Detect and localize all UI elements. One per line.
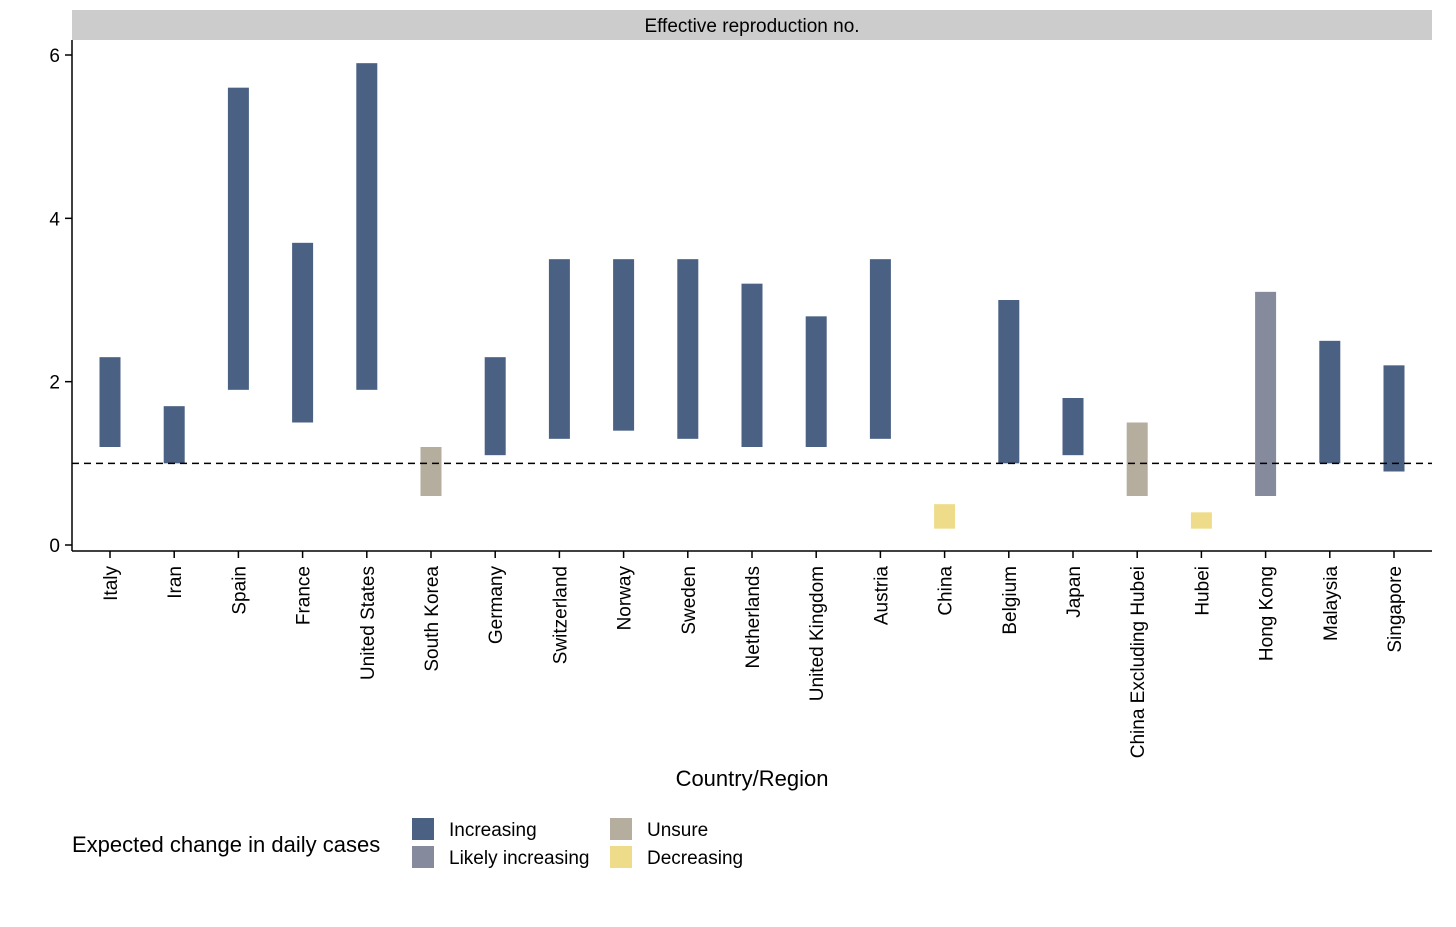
x-tick-label: Switzerland [550, 566, 571, 664]
range-bar [1126, 422, 1148, 496]
x-ticks-layer: Italy Iran Spain France United States South K… [101, 551, 1406, 758]
x-tick-label: Netherlands [743, 566, 764, 668]
x-tick-label: Belgium [1000, 566, 1021, 635]
x-tick-label: United States [358, 566, 379, 680]
x-tick-label: Austria [871, 566, 892, 626]
range-bar [998, 300, 1020, 464]
legend-swatch [412, 846, 434, 868]
x-tick-label: Malaysia [1321, 566, 1342, 641]
range-bar [99, 357, 121, 447]
x-tick-label: Italy [101, 566, 122, 601]
legend-swatch [610, 818, 632, 840]
legend-label: Likely increasing [449, 848, 589, 869]
range-bar [420, 447, 442, 496]
x-tick-label: Hubei [1192, 566, 1213, 616]
x-tick-label: Spain [229, 566, 250, 615]
range-bar [163, 406, 185, 464]
range-bar [869, 259, 891, 439]
x-tick-label: China Excluding Hubei [1128, 566, 1149, 758]
x-tick-label: Japan [1064, 566, 1085, 618]
range-bar [1319, 340, 1341, 464]
range-bar [934, 504, 956, 529]
range-bar [741, 283, 763, 447]
facet-title: Effective reproduction no. [644, 16, 859, 37]
y-tick-label: 6 [49, 46, 60, 67]
range-bar [356, 63, 378, 390]
range-bar [484, 357, 506, 456]
x-tick-label: Singapore [1385, 566, 1406, 653]
x-tick-label: South Korea [422, 566, 443, 672]
x-tick-label: China [936, 566, 957, 616]
x-tick-label: United Kingdom [807, 566, 828, 701]
bars-layer [99, 63, 1405, 529]
y-ticks-layer: 0 2 4 6 [49, 46, 72, 557]
legend-swatch [610, 846, 632, 868]
legend-title: Expected change in daily cases [72, 832, 380, 857]
legend-label: Unsure [647, 820, 708, 841]
range-bar [227, 87, 249, 390]
legend-label: Decreasing [647, 848, 743, 869]
x-tick-label: France [294, 566, 315, 625]
legend-label: Increasing [449, 820, 537, 841]
x-axis-label: Country/Region [676, 766, 829, 791]
range-bar [1062, 398, 1084, 456]
y-tick-label: 0 [49, 536, 60, 557]
x-tick-label: Iran [165, 566, 186, 599]
range-bar [1383, 365, 1405, 472]
y-tick-label: 2 [49, 373, 60, 394]
y-tick-label: 4 [49, 209, 60, 230]
x-tick-label: Germany [486, 566, 507, 645]
x-tick-label: Sweden [679, 566, 700, 635]
range-bar [1255, 291, 1277, 496]
legend: Expected change in daily cases Increasin… [72, 818, 743, 869]
range-bar [613, 259, 635, 431]
range-bar [805, 316, 827, 447]
x-tick-label: Hong Kong [1257, 566, 1278, 661]
range-bar [1190, 512, 1212, 529]
facet-strip [72, 10, 1432, 40]
x-tick-label: Norway [615, 566, 636, 631]
range-bar [548, 259, 570, 439]
range-bar [677, 259, 699, 439]
range-bar [292, 242, 314, 423]
legend-swatch [412, 818, 434, 840]
